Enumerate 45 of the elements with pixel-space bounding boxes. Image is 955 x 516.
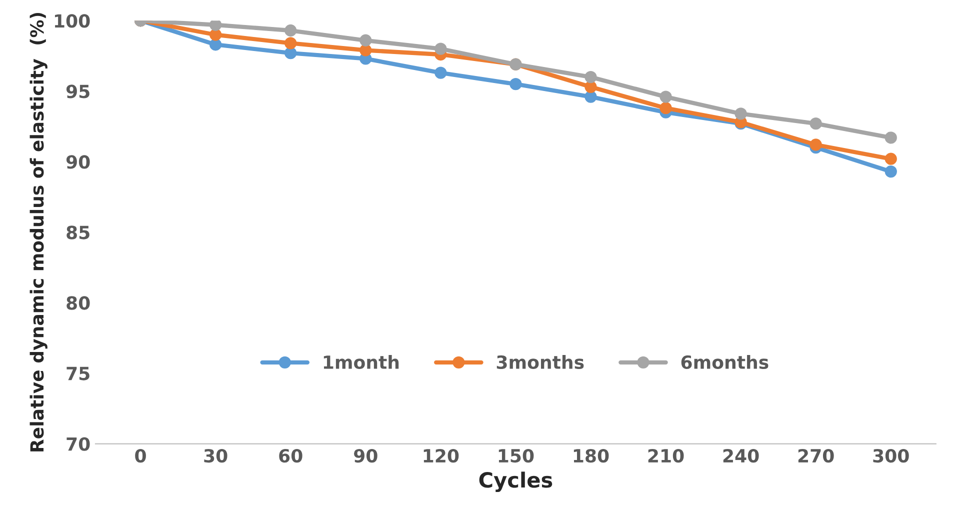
point — [434, 66, 447, 79]
x-tick-label: 270 — [798, 448, 834, 463]
point — [810, 138, 822, 151]
legend-label: 3months — [496, 355, 584, 370]
point — [360, 44, 372, 56]
point — [584, 90, 597, 103]
point — [209, 20, 222, 31]
x-tick-label: 300 — [873, 448, 909, 463]
y-tick-label: 100 — [54, 14, 90, 28]
point — [209, 38, 222, 51]
x-tick-label: 120 — [424, 448, 459, 463]
x-tick-label: 180 — [574, 448, 609, 463]
point — [660, 90, 672, 103]
point — [660, 102, 672, 114]
legend-label: 1month — [324, 355, 399, 370]
x-tick-label: 150 — [498, 448, 534, 463]
legend-label: 6months — [681, 355, 768, 370]
x-tick-label: 60 — [279, 448, 302, 463]
y-tick-label: 95 — [66, 84, 90, 98]
point — [884, 165, 897, 178]
point — [584, 70, 597, 84]
point — [284, 24, 297, 37]
y-tick-label: 75 — [66, 366, 90, 380]
point — [884, 132, 897, 144]
x-axis-title: Cycles — [479, 472, 552, 492]
x-tick-label: 30 — [204, 448, 228, 463]
point — [360, 34, 372, 46]
y-axis-title: Relative dynamic modulus of elasticity (%) — [30, 12, 48, 452]
point — [434, 42, 447, 55]
point — [810, 118, 822, 130]
x-tick-label: 90 — [354, 448, 378, 463]
point — [209, 28, 222, 41]
y-tick-label: 90 — [66, 155, 90, 169]
y-tick-label: 70 — [66, 437, 90, 451]
y-tick-label: 80 — [66, 296, 90, 310]
x-tick-label: 210 — [648, 448, 684, 463]
point — [284, 37, 297, 50]
point — [284, 47, 297, 60]
x-tick-label: 240 — [723, 448, 759, 463]
point — [734, 108, 747, 120]
x-tick-label: 0 — [135, 448, 146, 463]
y-tick-label: 85 — [66, 226, 90, 240]
point — [884, 152, 897, 165]
point — [584, 80, 597, 94]
point — [510, 78, 522, 90]
